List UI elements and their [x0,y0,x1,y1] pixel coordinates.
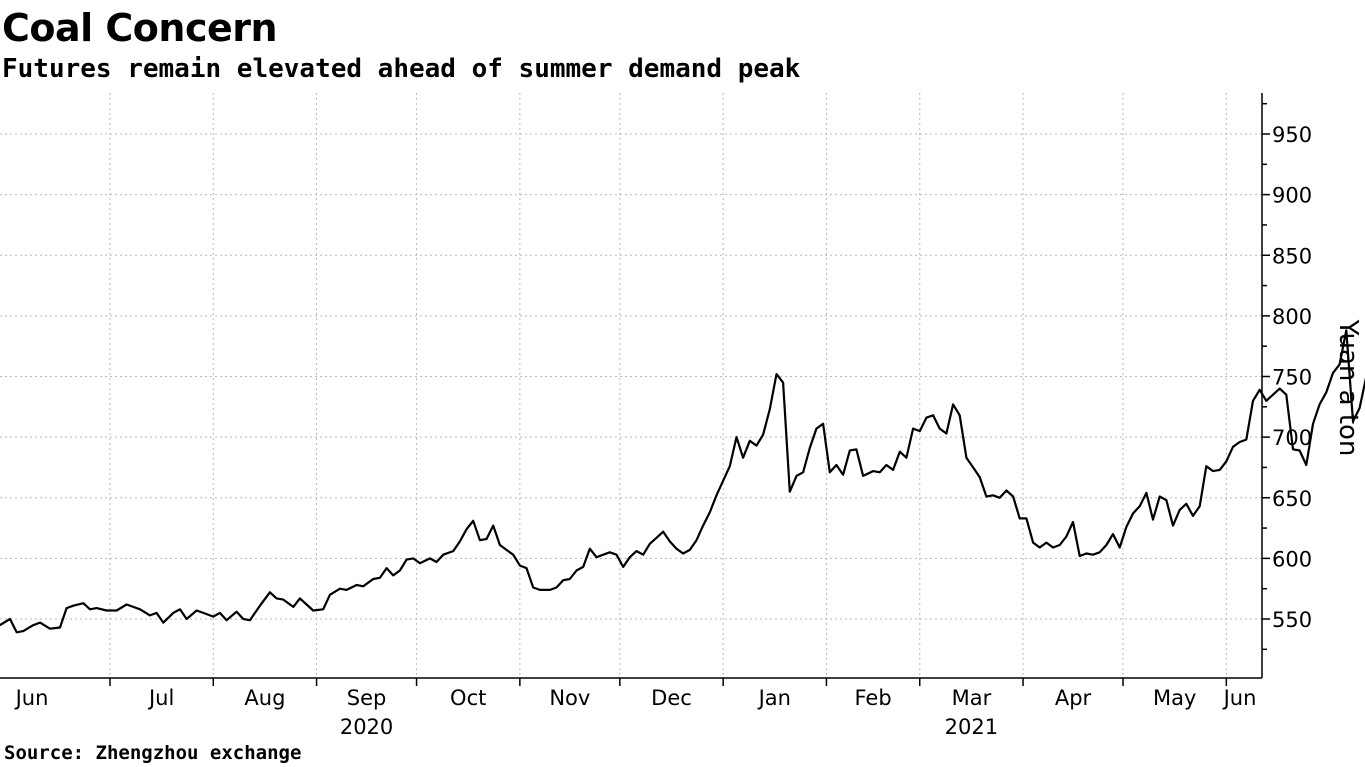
x-tick-label: Dec [651,686,692,710]
y-axis-label: Yuan a ton [1333,319,1363,457]
chart-title: Coal Concern [2,6,278,50]
x-tick-label: Jun [1222,686,1257,710]
chart-subtitle: Futures remain elevated ahead of summer … [2,54,801,84]
x-tick-label: Jun [14,686,49,710]
year-label: 2020 [340,715,393,739]
y-tick-label: 550 [1272,608,1312,632]
x-tick-label: Jul [147,686,174,710]
x-tick-label: Jan [757,686,791,710]
x-tick-label: Aug [244,686,285,710]
series-layer [0,329,1365,634]
y-tick-label: 850 [1272,244,1312,268]
y-tick-label: 950 [1272,123,1312,147]
year-label: 2021 [945,715,998,739]
source-note: Source: Zhengzhou exchange [4,742,302,764]
x-tick-label: Mar [952,686,992,710]
x-tick-label: Nov [549,686,590,710]
gridlines [0,93,1262,678]
x-axis: Jun Jul Aug Sep Oct Nov Dec Jan Feb Mar Apr May Jun 2… [0,677,1262,739]
x-tick-label: May [1153,686,1196,710]
y-tick-label: 800 [1272,305,1312,329]
series-line [0,329,1365,634]
x-tick-label: Feb [855,686,892,710]
x-tick-label: Apr [1055,686,1092,710]
y-tick-label: 900 [1272,184,1312,208]
y-tick-label: 650 [1272,487,1312,511]
x-tick-label: Sep [347,686,387,710]
y-tick-label: 600 [1272,547,1312,571]
x-tick-label: Oct [450,686,486,710]
y-tick-label: 750 [1272,366,1312,390]
